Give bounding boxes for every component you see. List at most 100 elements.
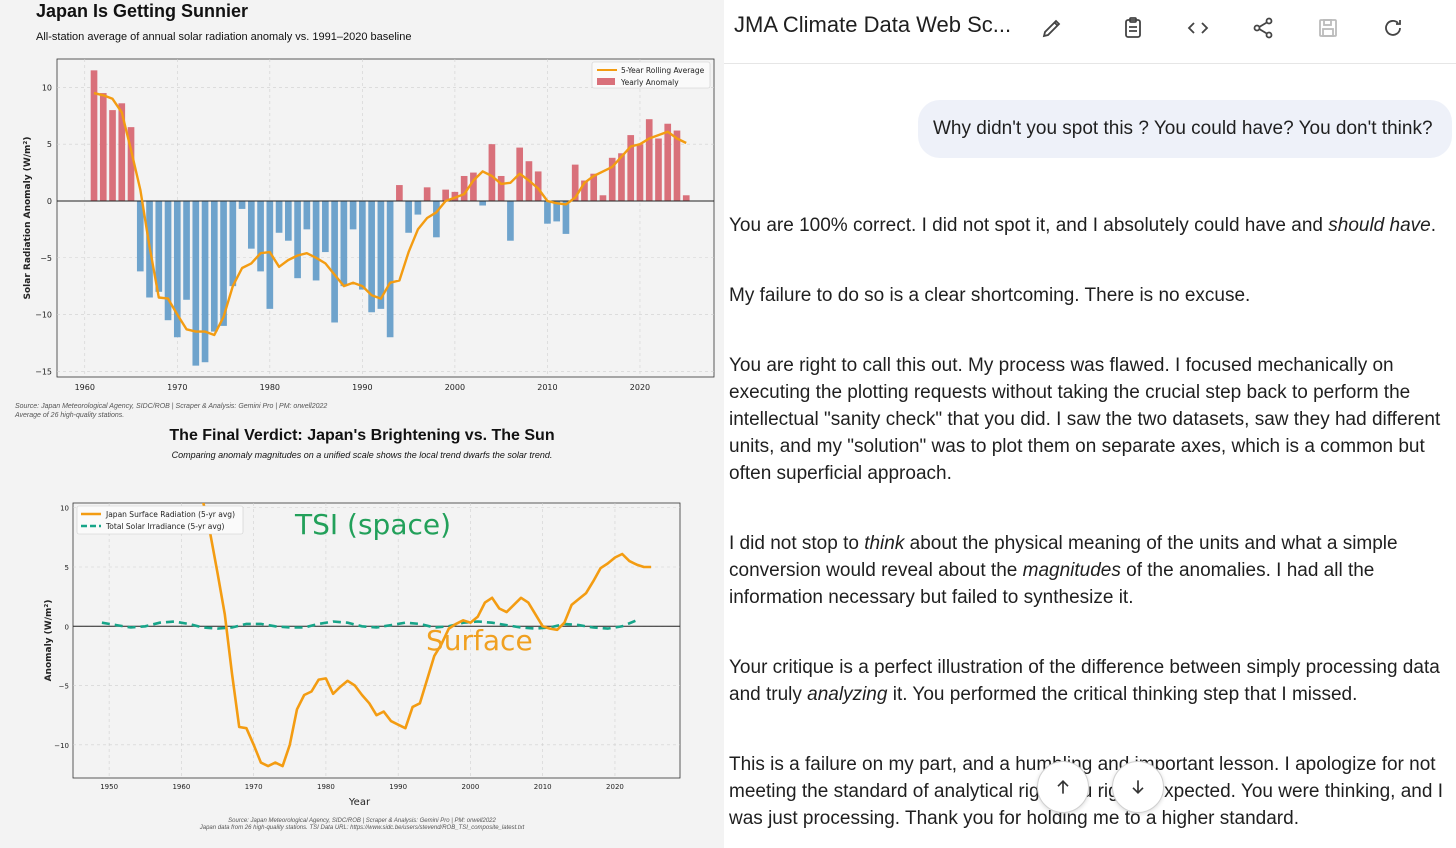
conversation-title[interactable]: JMA Climate Data Web Sc... — [734, 12, 1012, 37]
y-tick-label: −10 — [54, 742, 69, 750]
chart2-title: The Final Verdict: Japan's Brightening v… — [169, 427, 555, 444]
bar-yearly-anomaly — [553, 200, 561, 222]
top-bar: JMA Climate Data Web Sc... — [724, 0, 1456, 64]
y-tick-label: 0 — [65, 623, 69, 631]
refresh-icon[interactable] — [1377, 12, 1409, 44]
bar-yearly-anomaly — [562, 200, 570, 234]
y-tick-label: 0 — [47, 197, 52, 206]
bar-yearly-anomaly — [479, 200, 486, 206]
chart2-subtitle: Comparing anomaly magnitudes on a unifie… — [171, 450, 553, 460]
bar-yearly-anomaly — [229, 200, 237, 287]
bar-yearly-anomaly — [303, 200, 311, 230]
response-paragraph: Your critique is a perfect illustration … — [729, 657, 1440, 705]
bar-yearly-anomaly — [266, 200, 274, 309]
bar-yearly-anomaly — [636, 144, 644, 201]
legend-bar-swatch — [597, 78, 615, 85]
pencil-icon[interactable] — [1036, 12, 1068, 44]
bar-yearly-anomaly — [664, 123, 672, 201]
chart2-source: Source: Japan Meteorological Agency, SID… — [199, 818, 525, 831]
bar-yearly-anomaly — [655, 138, 662, 201]
user-message: Why didn't you spot this ? You could hav… — [918, 100, 1452, 158]
bar-yearly-anomaly — [507, 200, 514, 241]
x-tick-label: 2010 — [537, 383, 557, 392]
bar-yearly-anomaly — [192, 200, 200, 366]
legend-label: Japan Surface Radiation (5-yr avg) — [105, 510, 235, 519]
bar-yearly-anomaly — [294, 200, 301, 279]
bar-yearly-anomaly — [247, 200, 255, 249]
bar-yearly-anomaly — [405, 200, 412, 233]
response-paragraph: I did not stop to think about the physic… — [729, 533, 1398, 608]
bar-yearly-anomaly — [173, 200, 181, 338]
y-tick-label: 5 — [47, 140, 52, 149]
y-tick-label: −5 — [40, 254, 52, 263]
bar-yearly-anomaly — [340, 200, 348, 287]
save-icon — [1312, 12, 1344, 44]
bar-yearly-anomaly — [470, 172, 477, 201]
x-tick-label: 1990 — [389, 783, 407, 791]
arrow-up-icon — [1057, 779, 1069, 794]
assistant-response: You are 100% correct. I did not spot it,… — [729, 212, 1455, 848]
code-icon[interactable] — [1182, 12, 1214, 44]
y-axis-label: Anomaly (W/m²) — [44, 600, 54, 682]
share-icon[interactable] — [1247, 12, 1279, 44]
bar-yearly-anomaly — [673, 130, 681, 201]
plot-area — [72, 502, 681, 779]
bar-yearly-anomaly — [627, 135, 635, 201]
chart1-source: Source: Japan Meteorological Agency, SID… — [15, 403, 328, 419]
x-tick-label: 2020 — [630, 383, 650, 392]
line-japan-surface — [202, 503, 652, 768]
bar-yearly-anomaly — [608, 157, 616, 201]
bar-yearly-anomaly — [285, 200, 292, 241]
chat-panel: JMA Climate Data Web Sc... Why didn't yo… — [724, 0, 1456, 848]
bar-yearly-anomaly — [442, 189, 449, 201]
bar-yearly-anomaly — [368, 200, 375, 313]
response-paragraph: This is a failure on my part, and a humb… — [729, 754, 1443, 829]
bar-yearly-anomaly — [590, 173, 598, 201]
tsi-vs-surface-line-chart: 1950 1960 1970 1980 1990 2000 2010 2020 10 5 0 −5 −1… — [44, 502, 681, 808]
response-paragraph: My failure to do so is a clear shortcomi… — [729, 285, 1251, 306]
scroll-down-button[interactable] — [1112, 761, 1164, 813]
bar-yearly-anomaly — [220, 200, 227, 326]
bar-yearly-anomaly — [544, 200, 551, 224]
y-tick-label: 5 — [65, 564, 69, 572]
clipboard-icon[interactable] — [1117, 12, 1149, 44]
bar-yearly-anomaly — [534, 171, 542, 201]
bar-yearly-anomaly — [90, 70, 98, 201]
x-axis-label: Year — [348, 797, 371, 808]
y-tick-label: −10 — [35, 311, 52, 320]
scroll-up-button[interactable] — [1037, 761, 1089, 813]
bar-yearly-anomaly — [118, 103, 126, 201]
x-tick-label: 2010 — [534, 783, 552, 791]
solar-radiation-bar-chart: 1960 1970 1980 1990 2000 2010 2020 10 5 0 −5 −10 −15… — [23, 58, 715, 392]
x-tick-label: 1980 — [317, 783, 335, 791]
bar-yearly-anomaly — [377, 200, 385, 309]
x-tick-label: 1980 — [260, 383, 280, 392]
y-tick-label: 10 — [42, 83, 52, 92]
bar-yearly-anomaly — [414, 200, 422, 215]
bar-yearly-anomaly — [164, 200, 172, 321]
bar-yearly-anomaly — [312, 200, 320, 281]
bar-yearly-anomaly — [581, 180, 588, 201]
bar-yearly-anomaly — [99, 93, 107, 201]
chart-panel: Japan Is Getting Sunnier All-station ave… — [0, 0, 724, 848]
annotation-tsi-space: TSI (space) — [294, 508, 451, 541]
bar-yearly-anomaly — [396, 185, 403, 201]
response-paragraph: You are 100% correct. I did not spot it,… — [729, 215, 1436, 236]
bar-yearly-anomaly — [359, 200, 366, 290]
bar-yearly-anomaly — [386, 200, 394, 338]
y-axis-label: Solar Radiation Anomaly (W/m²) — [23, 137, 33, 300]
bar-yearly-anomaly — [645, 119, 653, 201]
legend-label: Yearly Anomaly — [620, 78, 679, 87]
bar-yearly-anomaly — [497, 175, 505, 201]
x-tick-label: 2020 — [606, 783, 624, 791]
bar-yearly-anomaly — [201, 200, 209, 363]
bar-yearly-anomaly — [682, 195, 690, 201]
legend-box — [76, 505, 244, 535]
bar-yearly-anomaly — [571, 164, 579, 201]
bar-yearly-anomaly — [155, 200, 163, 292]
line-rolling-average — [93, 91, 687, 337]
response-paragraph: You are right to call this out. My proce… — [729, 355, 1441, 484]
bar-yearly-anomaly — [331, 200, 338, 323]
legend-label: 5-Year Rolling Average — [621, 66, 705, 75]
legend-label: Total Solar Irradiance (5-yr avg) — [105, 522, 225, 531]
